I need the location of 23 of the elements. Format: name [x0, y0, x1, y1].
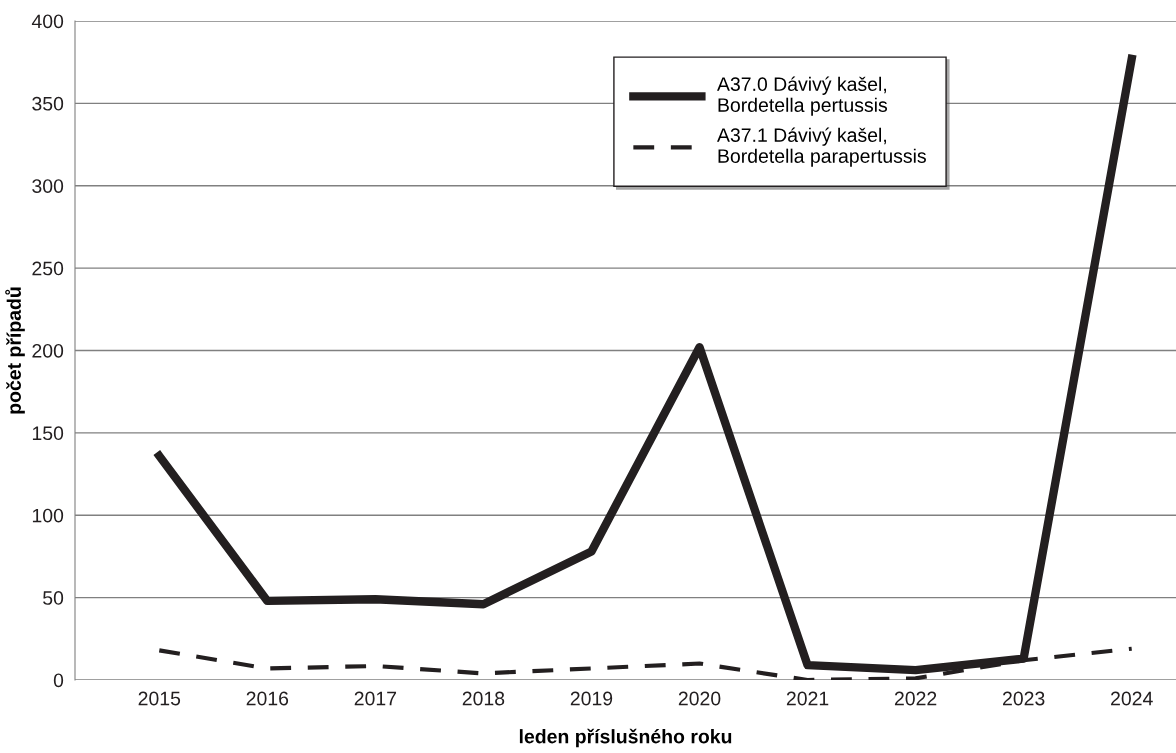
x-tick-label: 2024: [1111, 691, 1153, 706]
x-tick-label: 2019: [570, 691, 613, 706]
x-tick-label: 2021: [786, 691, 829, 706]
legend-label: A37.1 Dávivý kašel, Bordetella parapertussis: [717, 127, 926, 167]
x-tick-label: 2023: [1003, 691, 1045, 706]
x-tick-label: 2020: [678, 691, 721, 706]
x-tick-label: 2015: [138, 691, 181, 706]
x-tick-label: 2017: [354, 691, 397, 706]
x-tick-label: 2022: [894, 691, 937, 706]
x-axis-title: leden příslušného roku: [519, 728, 732, 748]
y-tick-label: 350: [32, 96, 64, 111]
y-tick-label: 0: [53, 673, 64, 688]
y-tick-label: 400: [31, 14, 64, 29]
y-tick-label: 50: [43, 591, 64, 605]
y-axis-title: počet případů: [5, 287, 25, 414]
x-tick-label: 2016: [246, 691, 289, 706]
x-tick-label: 2018: [462, 691, 505, 706]
y-tick-label: 300: [32, 179, 64, 193]
y-tick-label: 100: [32, 508, 64, 523]
y-tick-label: 200: [32, 343, 64, 358]
legend-label: A37.0 Dávivý kašel, Bordetella pertussis: [717, 76, 888, 116]
y-tick-label: 150: [32, 426, 64, 441]
y-tick-label: 250: [32, 261, 64, 276]
